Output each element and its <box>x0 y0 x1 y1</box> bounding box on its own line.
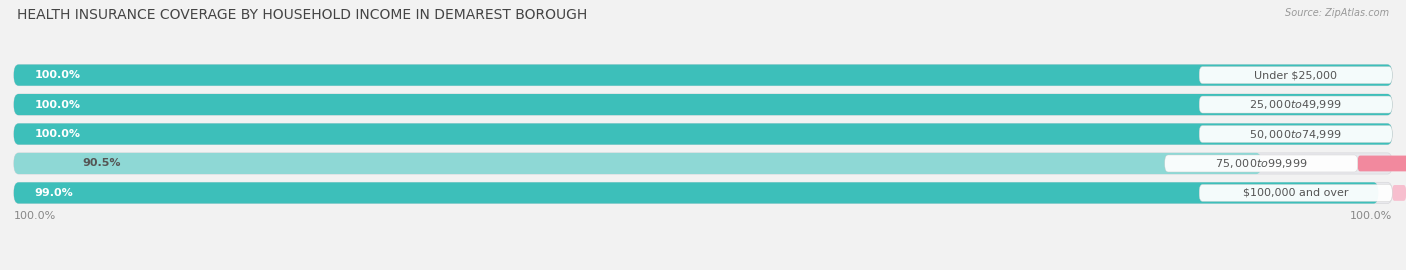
FancyBboxPatch shape <box>1199 96 1392 113</box>
Text: 90.5%: 90.5% <box>83 158 121 168</box>
FancyBboxPatch shape <box>14 94 1392 115</box>
FancyBboxPatch shape <box>1392 185 1406 201</box>
FancyBboxPatch shape <box>14 153 1392 174</box>
Text: $100,000 and over: $100,000 and over <box>1243 188 1348 198</box>
Text: Source: ZipAtlas.com: Source: ZipAtlas.com <box>1285 8 1389 18</box>
FancyBboxPatch shape <box>14 123 1392 145</box>
FancyBboxPatch shape <box>1358 156 1406 171</box>
FancyBboxPatch shape <box>14 182 1378 204</box>
Text: 100.0%: 100.0% <box>14 211 56 221</box>
Text: 100.0%: 100.0% <box>35 129 80 139</box>
FancyBboxPatch shape <box>14 94 1392 115</box>
Text: $75,000 to $99,999: $75,000 to $99,999 <box>1215 157 1308 170</box>
Text: 100.0%: 100.0% <box>35 70 80 80</box>
Text: 99.0%: 99.0% <box>35 188 73 198</box>
Text: Under $25,000: Under $25,000 <box>1254 70 1337 80</box>
Text: 100.0%: 100.0% <box>1350 211 1392 221</box>
FancyBboxPatch shape <box>1199 184 1392 201</box>
FancyBboxPatch shape <box>14 65 1392 86</box>
Text: $50,000 to $74,999: $50,000 to $74,999 <box>1250 127 1341 140</box>
FancyBboxPatch shape <box>14 123 1392 145</box>
FancyBboxPatch shape <box>14 65 1392 86</box>
Text: HEALTH INSURANCE COVERAGE BY HOUSEHOLD INCOME IN DEMAREST BOROUGH: HEALTH INSURANCE COVERAGE BY HOUSEHOLD I… <box>17 8 588 22</box>
FancyBboxPatch shape <box>1199 126 1392 143</box>
Text: 100.0%: 100.0% <box>35 100 80 110</box>
FancyBboxPatch shape <box>14 153 1261 174</box>
FancyBboxPatch shape <box>1199 67 1392 84</box>
FancyBboxPatch shape <box>14 182 1392 204</box>
FancyBboxPatch shape <box>1164 155 1358 172</box>
Text: $25,000 to $49,999: $25,000 to $49,999 <box>1250 98 1341 111</box>
